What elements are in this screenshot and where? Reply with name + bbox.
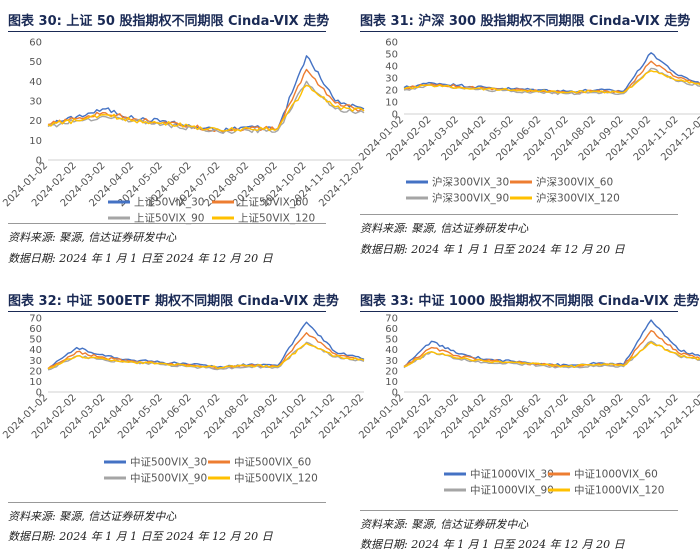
date-note: 数据日期: 2024 年 1 月 1 日至 2024 年 12 月 20 日 bbox=[8, 252, 273, 265]
legend-label: 沪深300VIX_60 bbox=[536, 176, 613, 189]
y-tick-label: 20 bbox=[29, 116, 42, 127]
legend-label: 中证1000VIX_120 bbox=[574, 484, 665, 497]
y-tick-label: 40 bbox=[29, 77, 42, 88]
y-tick-label: 50 bbox=[385, 50, 398, 61]
series-line bbox=[47, 332, 365, 370]
legend-label: 中证1000VIX_30 bbox=[470, 468, 554, 481]
legend-label: 沪深300VIX_30 bbox=[432, 176, 509, 189]
panel-title: 图表 31: 沪深 300 股指期权不同期限 Cinda-VIX 走势 bbox=[360, 14, 691, 29]
legend-label: 上证50VIX_90 bbox=[134, 213, 204, 225]
series-line bbox=[47, 321, 365, 370]
y-tick-label: 60 bbox=[29, 38, 42, 49]
series-line bbox=[47, 341, 365, 371]
panel-title: 图表 32: 中证 500ETF 期权不同期限 Cinda-VIX 走势 bbox=[8, 294, 339, 309]
series-line bbox=[403, 70, 700, 94]
y-tick-label: 10 bbox=[29, 136, 42, 147]
series-line bbox=[47, 342, 365, 370]
title-rule bbox=[360, 311, 678, 312]
series-line bbox=[47, 80, 365, 134]
y-tick-label: 10 bbox=[29, 377, 42, 388]
legend-label: 上证50VIX_120 bbox=[238, 213, 315, 225]
legend-label: 上证50VIX_30 bbox=[134, 197, 204, 209]
y-tick-label: 60 bbox=[385, 324, 398, 335]
legend-label: 中证1000VIX_60 bbox=[574, 468, 658, 481]
series-line bbox=[47, 68, 365, 133]
series-line bbox=[403, 60, 700, 94]
panel-33: 图表 33: 中证 1000 股指期权不同期限 Cinda-VIX 走势 0 10… bbox=[357, 286, 700, 556]
legend-label: 中证500VIX_60 bbox=[234, 456, 311, 469]
y-tick-label: 50 bbox=[385, 335, 398, 346]
y-tick-label: 20 bbox=[385, 366, 398, 377]
source-rule bbox=[8, 502, 326, 503]
y-tick-label: 10 bbox=[385, 98, 398, 109]
chart-30: 01020304050602024-01-022024-02-022024-03… bbox=[1, 38, 366, 225]
y-tick-label: 40 bbox=[29, 345, 42, 356]
date-note: 数据日期: 2024 年 1 月 1 日至 2024 年 12 月 20 日 bbox=[8, 530, 273, 543]
y-tick-label: 0 bbox=[36, 156, 42, 167]
y-tick-label: 30 bbox=[385, 74, 398, 85]
y-tick-label: 0 bbox=[36, 388, 42, 399]
y-tick-label: 20 bbox=[29, 366, 42, 377]
legend-label: 中证500VIX_30 bbox=[130, 456, 207, 469]
source-note: 资料来源: 聚源, 信达证券研发中心 bbox=[360, 222, 529, 235]
panel-30: 图表 30: 上证 50 股指期权不同期限 Cinda-VIX 走势 0 10 20… bbox=[1, 6, 366, 276]
series-line bbox=[403, 341, 700, 368]
source-rule bbox=[8, 223, 326, 224]
date-note: 数据日期: 2024 年 1 月 1 日至 2024 年 12 月 20 日 bbox=[360, 538, 625, 551]
y-tick-label: 50 bbox=[29, 335, 42, 346]
source-rule bbox=[360, 214, 678, 215]
y-tick-label: 70 bbox=[385, 314, 398, 325]
y-tick-label: 10 bbox=[385, 377, 398, 388]
series-line bbox=[403, 340, 700, 369]
panel-32: 图表 32: 中证 500ETF 期权不同期限 Cinda-VIX 走势 0 10… bbox=[1, 286, 366, 556]
chart-32: 0102030405060702024-01-022024-02-022024-… bbox=[1, 314, 366, 485]
source-note: 资料来源: 聚源, 信达证券研发中心 bbox=[8, 231, 177, 244]
date-note: 数据日期: 2024 年 1 月 1 日至 2024 年 12 月 20 日 bbox=[360, 243, 625, 256]
legend-label: 中证1000VIX_90 bbox=[470, 484, 554, 497]
source-note: 资料来源: 聚源, 信达证券研发中心 bbox=[360, 518, 529, 531]
chart-33: 0102030405060702024-01-022024-02-022024-… bbox=[357, 314, 700, 497]
y-tick-label: 30 bbox=[385, 356, 398, 367]
y-tick-label: 40 bbox=[385, 345, 398, 356]
y-tick-label: 0 bbox=[392, 110, 398, 121]
legend-label: 上证50VIX_60 bbox=[238, 197, 308, 209]
title-rule bbox=[8, 311, 326, 312]
legend-label: 中证500VIX_120 bbox=[234, 472, 318, 485]
panel-31: 图表 31: 沪深 300 股指期权不同期限 Cinda-VIX 走势 0 10 2… bbox=[357, 6, 700, 276]
legend-label: 沪深300VIX_90 bbox=[432, 192, 509, 205]
panel-title: 图表 33: 中证 1000 股指期权不同期限 Cinda-VIX 走势 bbox=[360, 294, 700, 309]
y-tick-label: 30 bbox=[29, 97, 42, 108]
y-tick-label: 0 bbox=[392, 388, 398, 399]
y-tick-label: 50 bbox=[29, 57, 42, 68]
source-rule bbox=[360, 510, 678, 511]
legend-label: 中证500VIX_90 bbox=[130, 472, 207, 485]
chart-31: 01020304050602024-01-022024-02-022024-03… bbox=[357, 38, 700, 205]
legend-label: 沪深300VIX_120 bbox=[536, 192, 620, 205]
source-note: 资料来源: 聚源, 信达证券研发中心 bbox=[8, 510, 177, 523]
panel-title: 图表 30: 上证 50 股指期权不同期限 Cinda-VIX 走势 bbox=[8, 14, 330, 29]
y-tick-label: 20 bbox=[385, 86, 398, 97]
series-line bbox=[403, 330, 700, 368]
title-rule bbox=[8, 31, 326, 32]
title-rule bbox=[360, 31, 678, 32]
y-tick-label: 60 bbox=[29, 324, 42, 335]
y-tick-label: 40 bbox=[385, 62, 398, 73]
y-tick-label: 30 bbox=[29, 356, 42, 367]
y-tick-label: 70 bbox=[29, 314, 42, 325]
y-tick-label: 60 bbox=[385, 38, 398, 49]
series-line bbox=[47, 84, 365, 132]
